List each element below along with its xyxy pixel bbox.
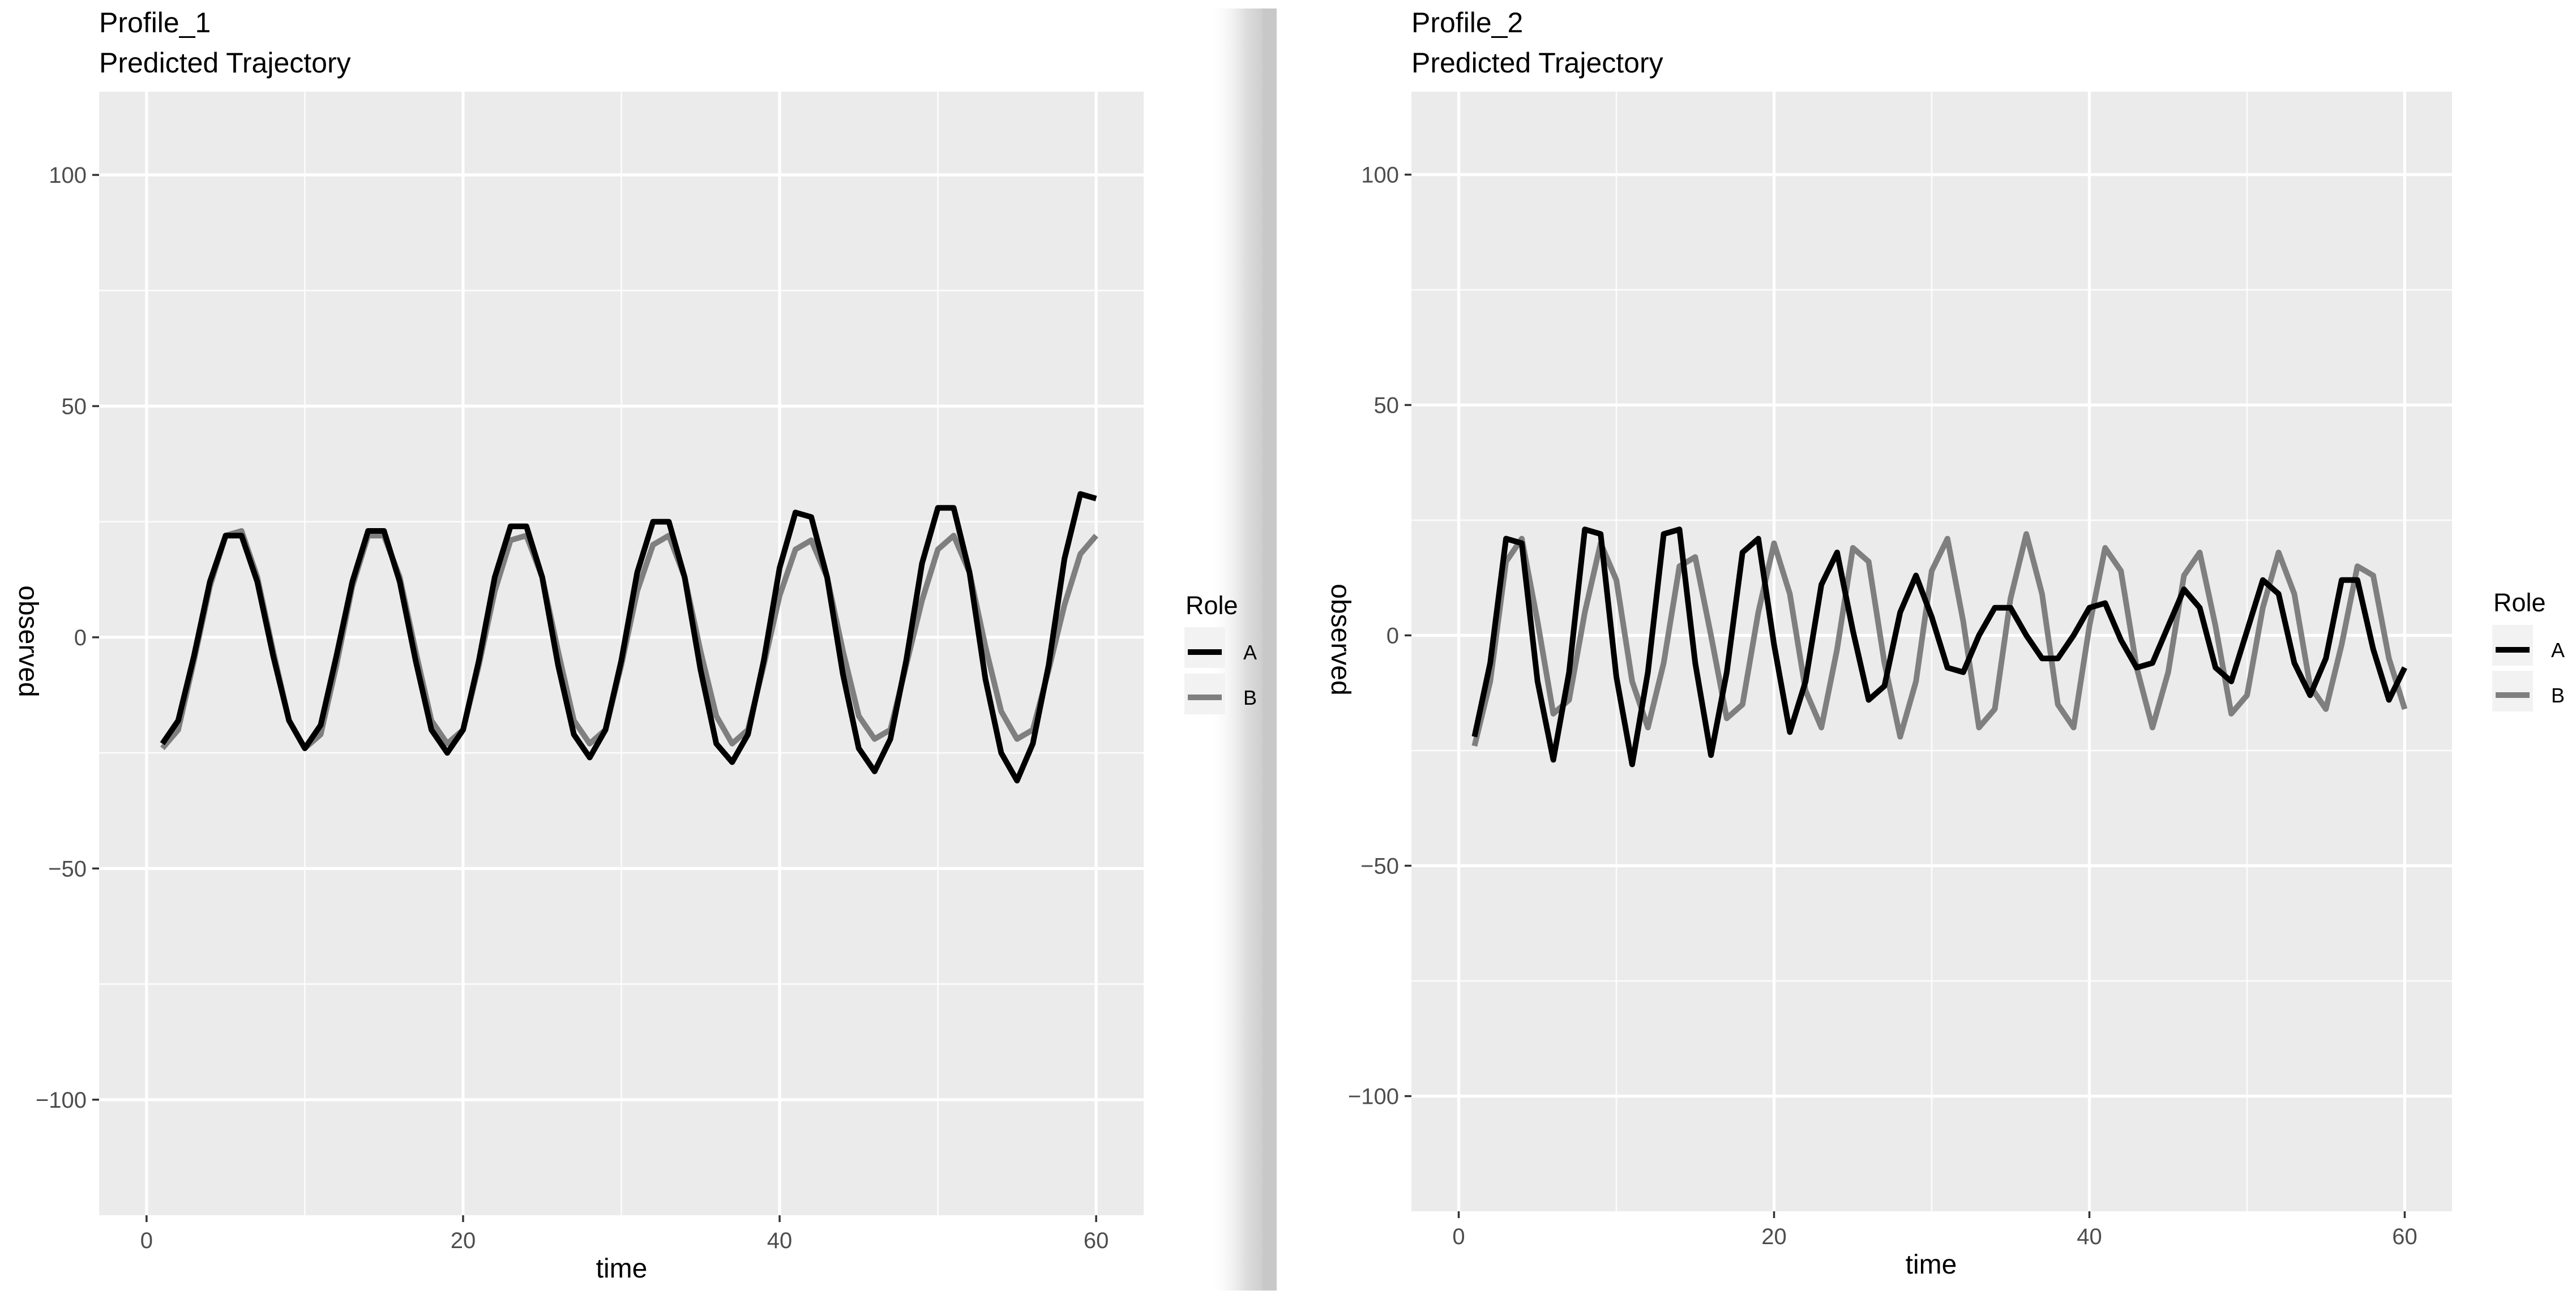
legend-label-b: B [1243, 686, 1257, 709]
x-tick-label: 20 [451, 1228, 476, 1253]
x-tick-label: 20 [1761, 1224, 1787, 1249]
legend-label-a: A [2551, 638, 2565, 662]
chart-profile-1: 0 20 40 60 −100 −50 0 50 100 Profile_1 Predicted… [13, 7, 1257, 1284]
x-tick-label: 0 [1452, 1224, 1465, 1249]
x-tick-label: 40 [2077, 1224, 2102, 1249]
y-tick-label: 100 [1361, 163, 1399, 188]
legend-label-b: B [2551, 684, 2565, 707]
chart-title: Profile_1 [99, 7, 211, 38]
legend-label-a: A [1243, 641, 1257, 664]
series-lines [1471, 526, 2408, 768]
axis-ticks: 0 20 40 60 −100 −50 0 50 100 [1348, 163, 2417, 1249]
y-tick-label: −100 [36, 1088, 87, 1113]
y-tick-label: 50 [1374, 393, 1400, 418]
x-tick-label: 60 [2392, 1224, 2417, 1249]
legend: Role A B [1184, 591, 1257, 714]
x-tick-label: 60 [1084, 1228, 1109, 1253]
gridlines [99, 92, 1144, 1215]
series-line-b [1471, 531, 2408, 747]
y-axis-title: observed [1325, 584, 1355, 695]
series-lines [160, 491, 1098, 784]
x-axis-title: time [596, 1254, 648, 1284]
y-tick-label: −100 [1348, 1085, 1399, 1109]
legend-key-a-bg [2492, 625, 2533, 666]
legend: Role A B [2492, 588, 2565, 711]
y-tick-label: −50 [48, 856, 87, 881]
chart-profile-2: 0 20 40 60 −100 −50 0 50 100 Profile_2 Predicted… [1325, 7, 2565, 1280]
y-tick-label: 50 [62, 394, 87, 419]
series-line-a [1471, 526, 2407, 768]
legend-title: Role [2493, 588, 2546, 617]
legend-title: Role [1186, 591, 1238, 620]
legend-key-a-bg [1184, 627, 1225, 668]
y-tick-label: −50 [1360, 854, 1399, 879]
chart-subtitle: Predicted Trajectory [99, 47, 351, 79]
legend-key-b-bg [2492, 671, 2533, 711]
y-tick-label: 0 [1387, 624, 1399, 649]
x-tick-label: 40 [767, 1228, 793, 1253]
x-tick-label: 0 [140, 1228, 153, 1253]
chart-title: Profile_2 [1411, 7, 1523, 38]
y-tick-label: 0 [74, 625, 87, 650]
x-axis-title: time [1906, 1250, 1957, 1280]
legend-key-b-bg [1184, 674, 1225, 714]
y-axis-title: observed [13, 585, 43, 697]
axis-ticks: 0 20 40 60 −100 −50 0 50 100 [36, 163, 1109, 1253]
panel-seam-edge [1263, 8, 1277, 1291]
y-tick-label: 100 [49, 163, 87, 188]
series-line-a [160, 491, 1097, 784]
gridlines [1411, 92, 2452, 1211]
chart-subtitle: Predicted Trajectory [1411, 47, 1663, 79]
